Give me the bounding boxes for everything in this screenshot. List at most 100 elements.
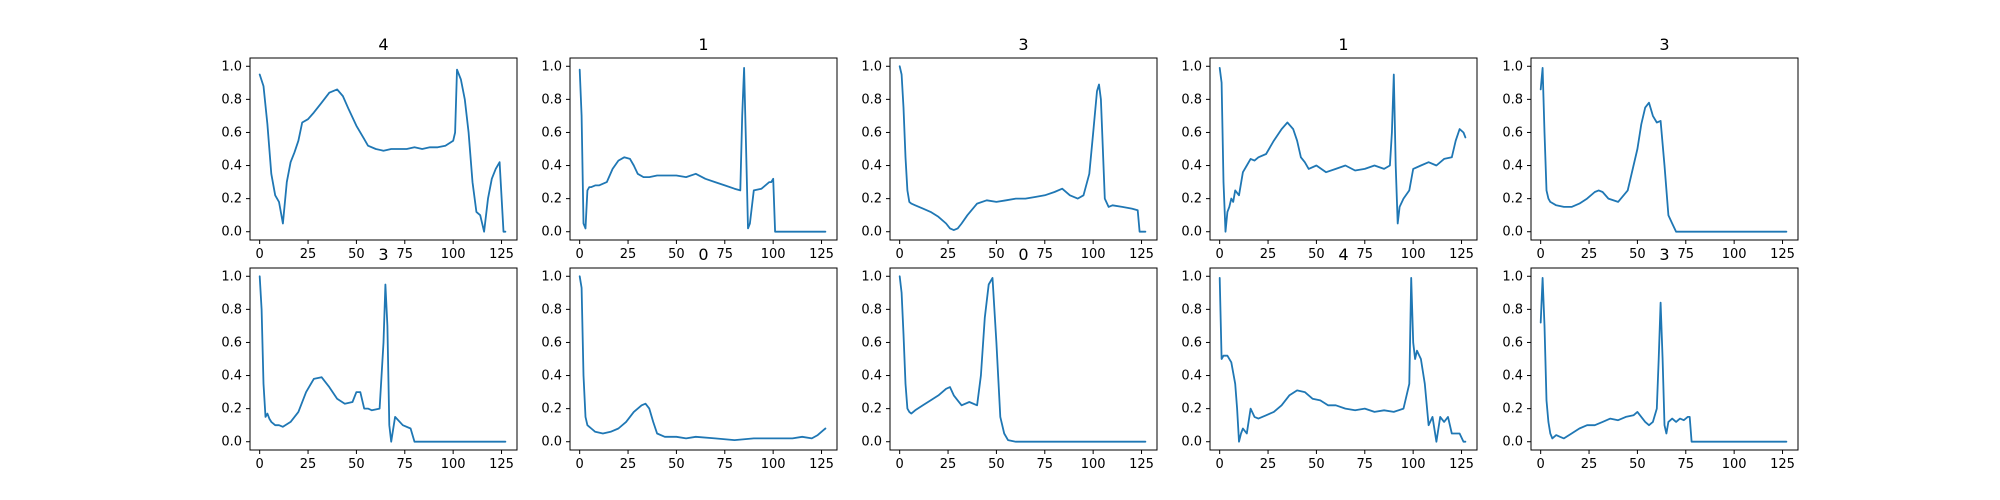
y-tick-label: 0.4 bbox=[861, 369, 882, 384]
y-tick-label: 1.0 bbox=[541, 269, 562, 284]
x-tick-label: 0 bbox=[1537, 247, 1545, 262]
axes-frame bbox=[1209, 267, 1478, 451]
subplot-title: 4 bbox=[378, 35, 388, 54]
y-tick-label: 0.8 bbox=[1502, 302, 1523, 317]
y-tick-label: 0.2 bbox=[1181, 402, 1202, 417]
x-tick-label: 50 bbox=[348, 247, 365, 262]
y-tick-label: 0.8 bbox=[221, 302, 242, 317]
series-line bbox=[578, 275, 827, 441]
series-line bbox=[1539, 277, 1788, 443]
subplot-title: 0 bbox=[1018, 245, 1028, 264]
y-tick-label: 0.0 bbox=[541, 435, 562, 450]
y-tick-label: 0.2 bbox=[861, 402, 882, 417]
y-tick-label: 0.6 bbox=[1181, 335, 1202, 350]
series-line bbox=[258, 68, 507, 233]
x-tick-label: 75 bbox=[1678, 457, 1695, 472]
x-tick-label: 0 bbox=[896, 247, 904, 262]
subplot-title: 3 bbox=[1018, 35, 1028, 54]
subplot-9: 4 0 25 50 75 100 125 0.0 0.2 0.4 0.6 0.8 1.0 bbox=[1181, 245, 1478, 472]
x-tick-label: 25 bbox=[1581, 247, 1598, 262]
x-tick-label: 100 bbox=[1722, 457, 1747, 472]
y-tick-label: 0.0 bbox=[1502, 225, 1523, 240]
series-line bbox=[1218, 67, 1467, 233]
x-tick-label: 0 bbox=[576, 247, 584, 262]
y-tick-label: 0.0 bbox=[221, 435, 242, 450]
y-tick-label: 0.0 bbox=[1181, 225, 1202, 240]
x-tick-label: 25 bbox=[940, 457, 957, 472]
y-tick-label: 0.0 bbox=[861, 225, 882, 240]
x-tick-label: 50 bbox=[1308, 247, 1325, 262]
y-tick-label: 0.4 bbox=[1181, 159, 1202, 174]
x-tick-label: 100 bbox=[1401, 457, 1426, 472]
subplot-title: 0 bbox=[698, 245, 708, 264]
subplot-7: 0 0 25 50 75 100 125 0.0 0.2 0.4 0.6 0.8 1.0 bbox=[541, 245, 838, 472]
y-tick-label: 1.0 bbox=[861, 269, 882, 284]
x-tick-label: 0 bbox=[1216, 247, 1224, 262]
y-tick-label: 0.4 bbox=[861, 159, 882, 174]
x-tick-label: 25 bbox=[1581, 457, 1598, 472]
y-tick-label: 0.4 bbox=[541, 159, 562, 174]
y-tick-label: 0.2 bbox=[861, 192, 882, 207]
y-tick-label: 0.0 bbox=[1502, 435, 1523, 450]
y-tick-label: 0.8 bbox=[1181, 92, 1202, 107]
x-tick-label: 75 bbox=[1037, 457, 1054, 472]
x-tick-label: 0 bbox=[576, 457, 584, 472]
axes-frame bbox=[889, 267, 1158, 451]
subplot-6: 3 0 25 50 75 100 125 0.0 0.2 0.4 0.6 0.8 1.0 bbox=[221, 245, 518, 472]
y-tick-label: 0.4 bbox=[1181, 369, 1202, 384]
y-tick-label: 0.6 bbox=[541, 125, 562, 140]
x-tick-label: 100 bbox=[761, 457, 786, 472]
x-tick-label: 50 bbox=[988, 247, 1005, 262]
x-tick-label: 100 bbox=[1081, 247, 1106, 262]
y-tick-label: 0.6 bbox=[861, 335, 882, 350]
x-tick-label: 125 bbox=[489, 457, 514, 472]
y-tick-label: 1.0 bbox=[541, 59, 562, 74]
y-tick-label: 0.6 bbox=[861, 125, 882, 140]
subplot-1: 4 0 25 50 75 100 125 0.0 0.2 0.4 0.6 0.8 1.0 bbox=[221, 35, 518, 262]
subplot-title: 3 bbox=[378, 245, 388, 264]
x-tick-label: 125 bbox=[1129, 457, 1154, 472]
y-tick-label: 0.0 bbox=[221, 225, 242, 240]
x-tick-label: 25 bbox=[300, 247, 317, 262]
axes-frame bbox=[249, 267, 518, 451]
x-tick-label: 125 bbox=[1129, 247, 1154, 262]
y-tick-label: 0.6 bbox=[541, 335, 562, 350]
y-tick-label: 0.4 bbox=[221, 159, 242, 174]
y-tick-label: 0.6 bbox=[221, 125, 242, 140]
x-tick-label: 75 bbox=[397, 457, 414, 472]
x-tick-label: 75 bbox=[717, 457, 734, 472]
x-tick-label: 100 bbox=[441, 247, 466, 262]
series-line bbox=[1218, 277, 1467, 443]
x-tick-label: 0 bbox=[256, 457, 264, 472]
y-tick-label: 0.8 bbox=[861, 92, 882, 107]
x-tick-label: 75 bbox=[1678, 247, 1695, 262]
x-tick-label: 100 bbox=[1081, 457, 1106, 472]
y-tick-label: 0.8 bbox=[221, 92, 242, 107]
axes-frame bbox=[1530, 267, 1799, 451]
x-tick-label: 100 bbox=[441, 457, 466, 472]
x-tick-label: 125 bbox=[489, 247, 514, 262]
x-tick-label: 50 bbox=[1629, 457, 1646, 472]
y-tick-label: 0.8 bbox=[1502, 92, 1523, 107]
x-tick-label: 100 bbox=[1722, 247, 1747, 262]
y-tick-label: 0.0 bbox=[541, 225, 562, 240]
x-tick-label: 0 bbox=[256, 247, 264, 262]
series-line bbox=[1539, 67, 1788, 233]
y-tick-label: 1.0 bbox=[1502, 59, 1523, 74]
x-tick-label: 75 bbox=[717, 247, 734, 262]
x-tick-label: 50 bbox=[988, 457, 1005, 472]
x-tick-label: 25 bbox=[940, 247, 957, 262]
y-tick-label: 0.2 bbox=[541, 402, 562, 417]
y-tick-label: 1.0 bbox=[221, 269, 242, 284]
x-tick-label: 50 bbox=[1308, 457, 1325, 472]
y-tick-label: 1.0 bbox=[861, 59, 882, 74]
y-tick-label: 0.6 bbox=[1502, 125, 1523, 140]
x-tick-label: 25 bbox=[1260, 247, 1277, 262]
y-tick-label: 0.2 bbox=[1181, 192, 1202, 207]
x-tick-label: 100 bbox=[761, 247, 786, 262]
subplot-4: 1 0 25 50 75 100 125 0.0 0.2 0.4 0.6 0.8 1.0 bbox=[1181, 35, 1478, 262]
x-tick-label: 125 bbox=[809, 457, 834, 472]
axes-frame bbox=[569, 267, 838, 451]
y-tick-label: 0.2 bbox=[1502, 192, 1523, 207]
y-tick-label: 0.6 bbox=[221, 335, 242, 350]
